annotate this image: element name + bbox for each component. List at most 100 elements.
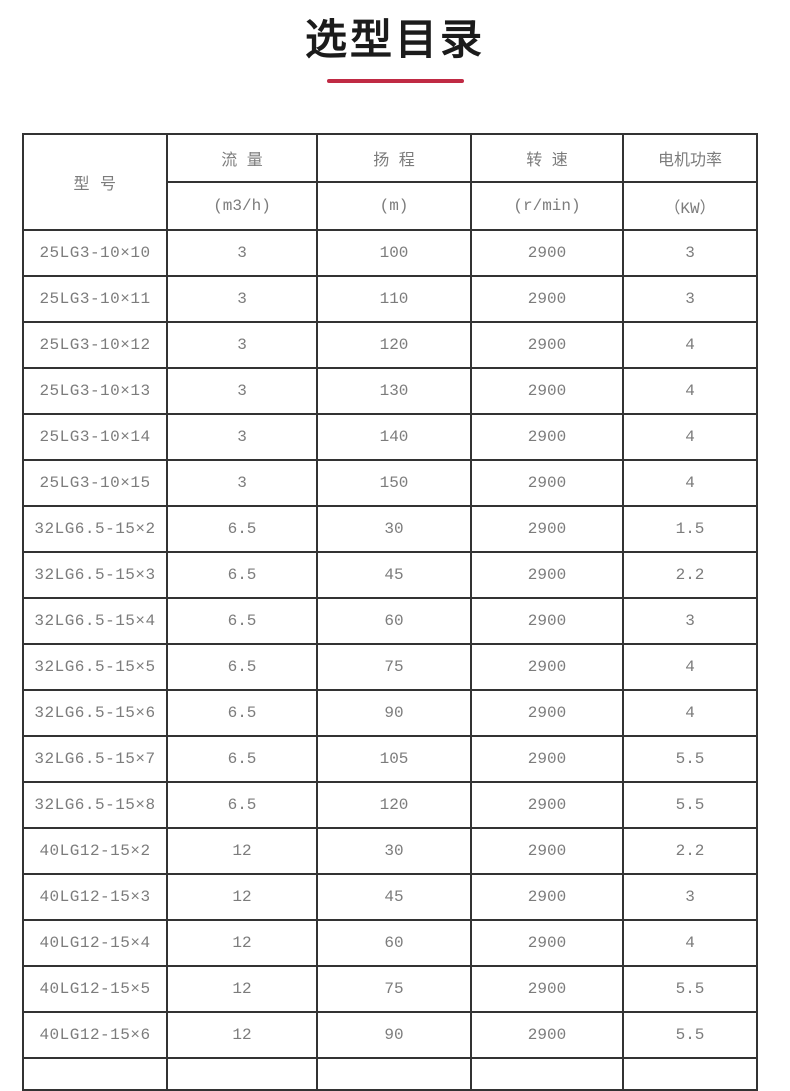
value-cell: 6.5 — [166, 551, 318, 599]
value-cell: 4 — [622, 367, 758, 415]
table-row: 25LG3-10×10 3 100 2900 3 — [22, 229, 758, 277]
value-cell: 2900 — [470, 643, 624, 691]
value-cell: 2.2 — [622, 827, 758, 875]
model-cell: 25LG3-10×10 — [22, 229, 168, 277]
table-row: 32LG6.5-15×6 6.5 90 2900 4 — [22, 689, 758, 737]
value-cell: 12 — [166, 965, 318, 1013]
value-cell: 6.5 — [166, 781, 318, 829]
table-row: 25LG3-10×13 3 130 2900 4 — [22, 367, 758, 415]
value-cell: 2900 — [470, 735, 624, 783]
value-cell: 2900 — [470, 827, 624, 875]
value-cell: 2900 — [470, 229, 624, 277]
value-cell: 4 — [622, 413, 758, 461]
table-row: 40LG12-15×3 12 45 2900 3 — [22, 873, 758, 921]
value-cell: 75 — [316, 965, 472, 1013]
value-cell: 6.5 — [166, 643, 318, 691]
value-cell: 150 — [316, 459, 472, 507]
value-cell: 45 — [316, 551, 472, 599]
value-cell: 2900 — [470, 965, 624, 1013]
value-cell: 100 — [316, 229, 472, 277]
value-cell: 2900 — [470, 919, 624, 967]
table-row: 25LG3-10×12 3 120 2900 4 — [22, 321, 758, 369]
title-accent-line — [326, 79, 464, 83]
value-cell: 6.5 — [166, 735, 318, 783]
table-row-partial — [22, 1057, 758, 1091]
value-cell: 3 — [166, 367, 318, 415]
value-cell: 5.5 — [622, 965, 758, 1013]
value-cell: 2.2 — [622, 551, 758, 599]
model-cell: 25LG3-10×11 — [22, 275, 168, 323]
value-cell: 2900 — [470, 413, 624, 461]
table-row: 32LG6.5-15×5 6.5 75 2900 4 — [22, 643, 758, 691]
model-cell: 25LG3-10×13 — [22, 367, 168, 415]
model-cell: 32LG6.5-15×4 — [22, 597, 168, 645]
column-header-model: 型 号 — [22, 133, 168, 231]
table-row: 32LG6.5-15×8 6.5 120 2900 5.5 — [22, 781, 758, 829]
value-cell: 2900 — [470, 459, 624, 507]
column-unit-flow: (m3/h) — [166, 181, 318, 231]
column-unit-head: (m) — [316, 181, 472, 231]
value-cell: 2900 — [470, 1011, 624, 1059]
column-header-head: 扬 程 — [316, 133, 472, 183]
column-header-power: 电机功率 — [622, 133, 758, 183]
spec-table-header: 型 号 流 量 扬 程 转 速 电机功率 (m3/h) (m) (r/min) … — [22, 133, 758, 231]
model-cell: 40LG12-15×2 — [22, 827, 168, 875]
table-row: 40LG12-15×5 12 75 2900 5.5 — [22, 965, 758, 1013]
value-cell: 110 — [316, 275, 472, 323]
value-cell: 5.5 — [622, 735, 758, 783]
table-row: 25LG3-10×11 3 110 2900 3 — [22, 275, 758, 323]
value-cell: 2900 — [470, 551, 624, 599]
value-cell: 105 — [316, 735, 472, 783]
value-cell: 3 — [166, 321, 318, 369]
header-row-labels: 型 号 流 量 扬 程 转 速 电机功率 — [22, 133, 758, 231]
value-cell: 12 — [166, 873, 318, 921]
value-cell: 75 — [316, 643, 472, 691]
value-cell: 90 — [316, 1011, 472, 1059]
value-cell: 12 — [166, 1011, 318, 1059]
value-cell: 60 — [316, 597, 472, 645]
model-cell: 32LG6.5-15×6 — [22, 689, 168, 737]
page-title: 选型目录 — [304, 15, 485, 64]
value-cell: 2900 — [470, 321, 624, 369]
value-cell: 30 — [316, 505, 472, 553]
model-cell: 32LG6.5-15×2 — [22, 505, 168, 553]
value-cell: 3 — [622, 275, 758, 323]
model-cell: 40LG12-15×3 — [22, 873, 168, 921]
value-cell: 3 — [622, 597, 758, 645]
value-cell: 60 — [316, 919, 472, 967]
model-cell: 32LG6.5-15×3 — [22, 551, 168, 599]
value-cell: 2900 — [470, 597, 624, 645]
table-row: 25LG3-10×15 3 150 2900 4 — [22, 459, 758, 507]
value-cell: 2900 — [470, 689, 624, 737]
model-cell: 25LG3-10×12 — [22, 321, 168, 369]
spec-table: 型 号 流 量 扬 程 转 速 电机功率 (m3/h) (m) (r/min) … — [22, 133, 758, 1091]
value-cell: 120 — [316, 321, 472, 369]
value-cell: 4 — [622, 321, 758, 369]
model-cell: 32LG6.5-15×7 — [22, 735, 168, 783]
value-cell: 5.5 — [622, 781, 758, 829]
value-cell: 3 — [166, 275, 318, 323]
model-cell: 25LG3-10×15 — [22, 459, 168, 507]
column-header-flow: 流 量 — [166, 133, 318, 183]
value-cell: 6.5 — [166, 597, 318, 645]
table-row: 25LG3-10×14 3 140 2900 4 — [22, 413, 758, 461]
value-cell: 6.5 — [166, 505, 318, 553]
value-cell: 12 — [166, 919, 318, 967]
spec-table-body: 25LG3-10×10 3 100 2900 3 25LG3-10×11 3 110 2900 3… — [22, 229, 758, 1091]
model-cell: 25LG3-10×14 — [22, 413, 168, 461]
value-cell: 4 — [622, 643, 758, 691]
model-cell: 40LG12-15×6 — [22, 1011, 168, 1059]
column-unit-speed: (r/min) — [470, 181, 624, 231]
value-cell: 2900 — [470, 505, 624, 553]
value-cell: 2900 — [470, 873, 624, 921]
table-row: 40LG12-15×6 12 90 2900 5.5 — [22, 1011, 758, 1059]
value-cell: 3 — [166, 459, 318, 507]
value-cell: 4 — [622, 689, 758, 737]
value-cell: 140 — [316, 413, 472, 461]
table-row: 32LG6.5-15×7 6.5 105 2900 5.5 — [22, 735, 758, 783]
value-cell: 3 — [622, 229, 758, 277]
value-cell: 2900 — [470, 275, 624, 323]
table-row: 32LG6.5-15×3 6.5 45 2900 2.2 — [22, 551, 758, 599]
value-cell: 1.5 — [622, 505, 758, 553]
table-row: 40LG12-15×4 12 60 2900 4 — [22, 919, 758, 967]
